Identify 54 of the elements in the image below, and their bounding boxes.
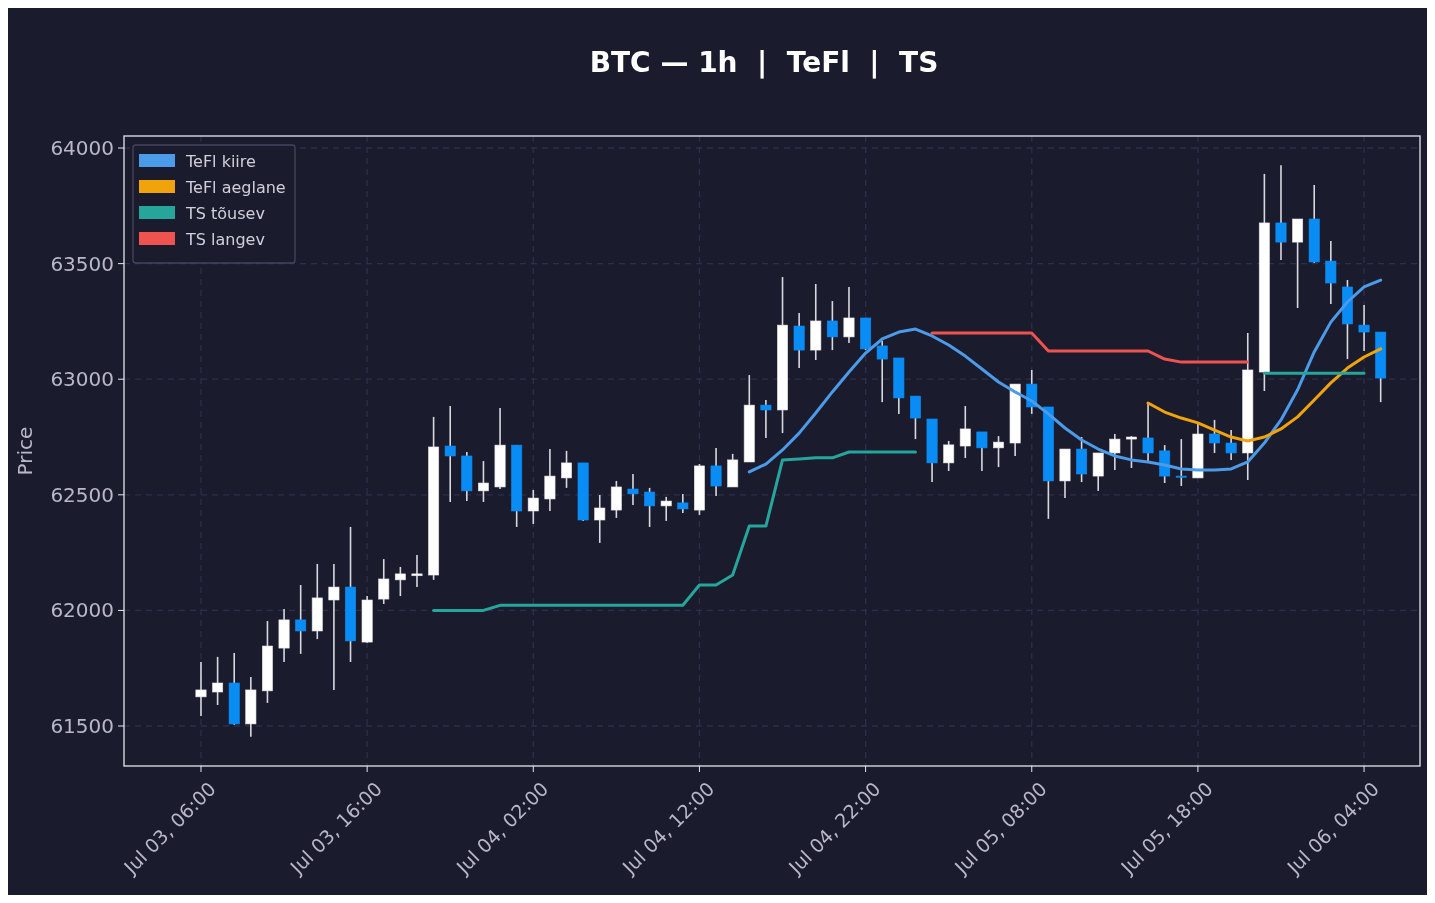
candlestick	[1225, 429, 1237, 461]
candlestick	[594, 494, 606, 544]
candlestick	[1275, 164, 1287, 261]
chart-title: BTC — 1h | TeFl | TS	[589, 46, 939, 79]
candlestick	[876, 340, 888, 403]
candlestick	[826, 300, 838, 351]
candlestick	[993, 435, 1004, 468]
candlestick	[295, 584, 307, 655]
y-axis-title: Price	[13, 426, 37, 476]
candlestick	[943, 440, 955, 472]
candlestick	[959, 405, 971, 459]
candlestick	[212, 656, 224, 706]
candlestick	[1109, 433, 1121, 471]
y-tick-label: 64000	[50, 136, 114, 161]
legend-label: TS langev	[185, 229, 265, 249]
candlestick	[760, 399, 772, 439]
candlestick	[610, 480, 622, 519]
candlestick	[677, 493, 689, 514]
candlestick	[1142, 402, 1154, 464]
candlestick	[394, 566, 406, 597]
line-series	[1146, 347, 1383, 443]
candlestick	[328, 563, 340, 691]
candlestick	[378, 558, 390, 605]
candlestick	[627, 473, 639, 506]
y-tick-label: 63000	[50, 367, 114, 392]
candlestick	[527, 489, 539, 525]
candlestick	[843, 286, 855, 344]
candlestick	[411, 554, 423, 588]
candlestick	[710, 447, 722, 497]
candlestick	[195, 661, 207, 717]
candlestick	[544, 448, 556, 512]
candlestick	[976, 431, 988, 472]
candlestick	[660, 496, 672, 522]
y-tick-label: 62500	[50, 482, 114, 507]
candlestick	[1126, 435, 1137, 469]
candlestick	[644, 487, 656, 528]
legend-label: TS tõusev	[185, 203, 265, 223]
line-series	[747, 278, 1383, 474]
legend-label: TeFl aeglane	[185, 177, 286, 197]
candlestick	[1209, 419, 1220, 454]
candlestick	[1175, 438, 1187, 487]
candlestick	[1358, 304, 1370, 352]
candlestick	[1092, 452, 1104, 492]
y-tick-label: 63500	[50, 251, 114, 276]
candlestick	[1325, 240, 1337, 305]
y-tick-label: 61500	[50, 714, 114, 738]
candlestick	[910, 395, 921, 440]
candlestick	[1292, 218, 1304, 309]
line-series	[930, 331, 1250, 364]
candlestick	[478, 460, 489, 503]
candlestick	[561, 450, 572, 489]
candlestick	[444, 405, 456, 503]
legend-label: TeFl kiire	[185, 151, 256, 171]
y-tick-label: 62000	[50, 598, 114, 623]
